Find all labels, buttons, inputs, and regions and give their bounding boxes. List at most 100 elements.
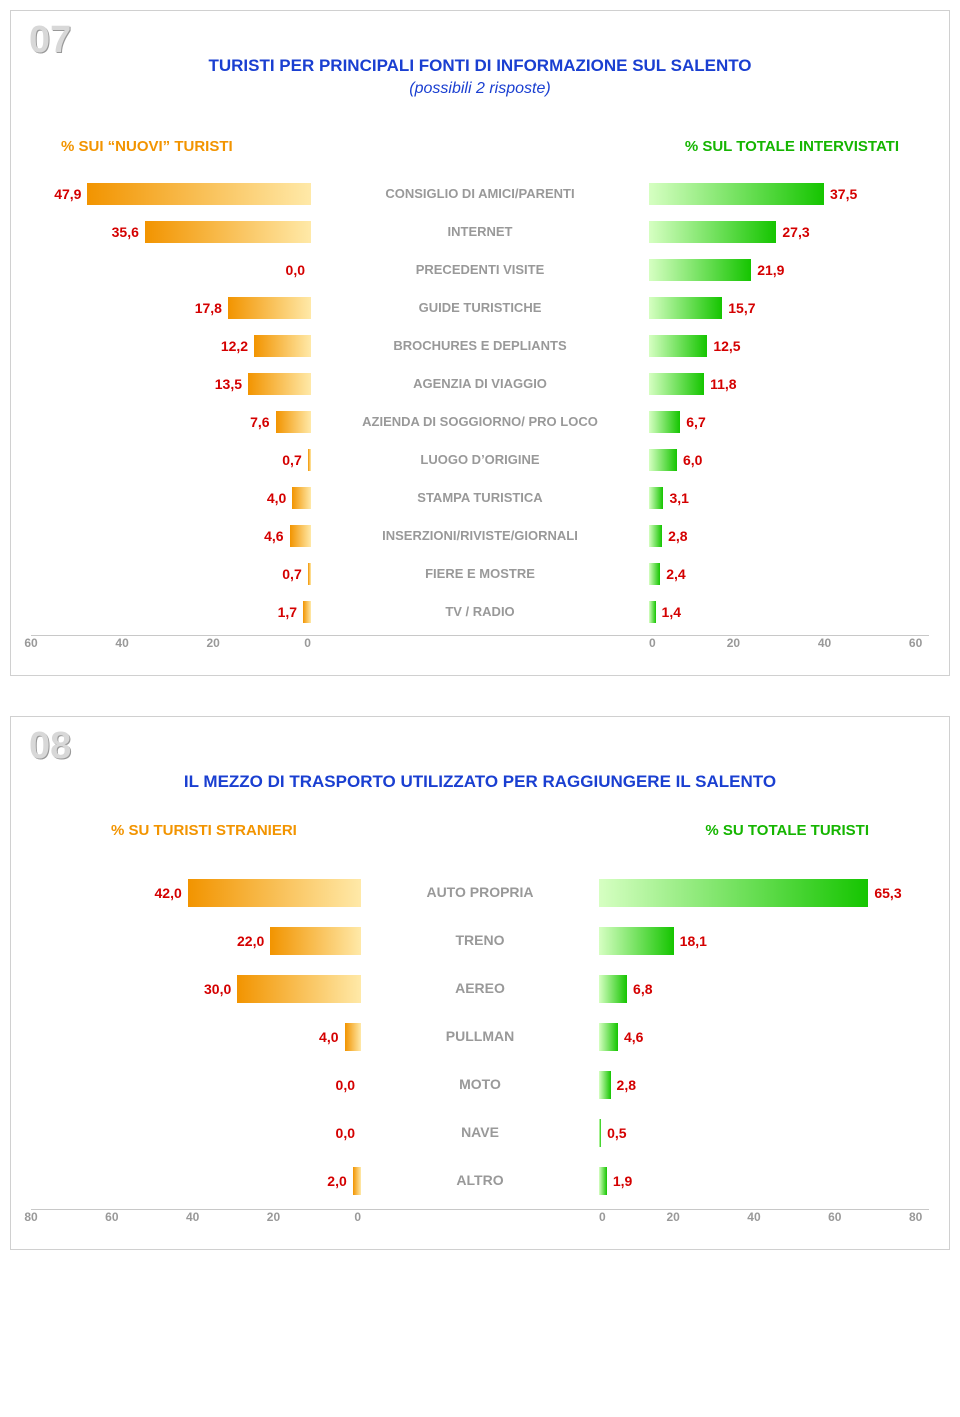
category-label: AZIENDA DI SOGGIORNO/ PRO LOCO xyxy=(311,415,649,429)
bar-cell-right: 15,7 xyxy=(649,297,929,319)
bar-cell-left: 12,2 xyxy=(31,335,311,357)
value-left: 4,0 xyxy=(313,1029,344,1045)
bar-cell-left: 0,0 xyxy=(31,1119,361,1147)
category-label: NAVE xyxy=(361,1125,599,1140)
chart-row: 35,6INTERNET 27,3 xyxy=(31,213,929,251)
category-label: FIERE E MOSTRE xyxy=(311,567,649,581)
value-left: 0,7 xyxy=(276,452,307,468)
slide-number: 08 xyxy=(29,725,71,768)
axis-left: 6040200 xyxy=(31,636,311,650)
bar-cell-right: 6,8 xyxy=(599,975,929,1003)
axis-left: 806040200 xyxy=(31,1210,361,1224)
value-left: 17,8 xyxy=(189,300,228,316)
category-label: MOTO xyxy=(361,1077,599,1092)
chart-row: 4,0 STAMPA TURISTICA 3,1 xyxy=(31,479,929,517)
bar-cell-right: 4,6 xyxy=(599,1023,929,1051)
chart-row: 4,6INSERZIONI/RIVISTE/GIORNALI2,8 xyxy=(31,517,929,555)
value-right: 27,3 xyxy=(776,224,815,240)
chart-row: 0,0MOTO2,8 xyxy=(31,1061,929,1109)
slide-number: 07 xyxy=(29,19,71,62)
value-right: 1,4 xyxy=(656,604,687,620)
value-right: 1,9 xyxy=(607,1173,638,1189)
bar-cell-right: 6,7 xyxy=(649,411,929,433)
chart-subtitle: (possibili 2 risposte) xyxy=(31,80,929,98)
axis-right: 0204060 xyxy=(649,636,929,650)
chart-row: 22,0TRENO18,1 xyxy=(31,917,929,965)
chart-row: 0,7FIERE E MOSTRE2,4 xyxy=(31,555,929,593)
value-left: 30,0 xyxy=(198,981,237,997)
chart-row: 47,9CONSIGLIO DI AMICI/PARENTI37,5 xyxy=(31,175,929,213)
bar-right xyxy=(649,449,677,471)
bar-right xyxy=(649,259,751,281)
bar-right xyxy=(599,879,868,907)
chart-row: 0,0PRECEDENTI VISITE21,9 xyxy=(31,251,929,289)
value-left: 0,0 xyxy=(330,1077,361,1093)
bar-cell-right: 65,3 xyxy=(599,879,929,907)
value-left: 22,0 xyxy=(231,933,270,949)
x-axis: 806040200 020406080 xyxy=(31,1209,929,1224)
bar-left xyxy=(254,335,311,357)
category-label: INTERNET xyxy=(311,225,649,239)
bar-right xyxy=(649,297,722,319)
value-right: 0,5 xyxy=(601,1125,632,1141)
chart-row: 0,7 LUOGO D’ORIGINE6,0 xyxy=(31,441,929,479)
axis-tick: 80 xyxy=(909,1210,922,1224)
category-label: AUTO PROPRIA xyxy=(361,885,599,900)
axis-tick: 40 xyxy=(186,1210,199,1224)
bar-left xyxy=(292,487,311,509)
bar-cell-left: 30,0 xyxy=(31,975,361,1003)
value-left: 4,6 xyxy=(258,528,289,544)
bar-left xyxy=(87,183,311,205)
bar-left xyxy=(145,221,311,243)
axis-tick: 20 xyxy=(727,636,740,650)
value-right: 6,8 xyxy=(627,981,658,997)
category-label: STAMPA TURISTICA xyxy=(311,491,649,505)
bar-cell-left: 0,0 xyxy=(31,259,311,281)
value-left: 7,6 xyxy=(244,414,275,430)
axis-right: 020406080 xyxy=(599,1210,929,1224)
bar-cell-right: 0,5 xyxy=(599,1119,929,1147)
value-left: 47,9 xyxy=(48,186,87,202)
legend-right: % SUL TOTALE INTERVISTATI xyxy=(685,138,899,155)
chart-row: 30,0 AEREO 6,8 xyxy=(31,965,929,1013)
x-axis: 6040200 0204060 xyxy=(31,635,929,650)
chart-rows: 42,0 AUTO PROPRIA 65,3 22,0TRENO18,1 30,0 AER… xyxy=(31,869,929,1205)
chart-rows: 47,9CONSIGLIO DI AMICI/PARENTI37,535,6IN… xyxy=(31,175,929,631)
bar-cell-left: 35,6 xyxy=(31,221,311,243)
bar-cell-right: 2,8 xyxy=(599,1071,929,1099)
value-left: 0,0 xyxy=(280,262,311,278)
bar-left xyxy=(308,449,311,471)
legend-left: % SUI “NUOVI” TURISTI xyxy=(61,138,233,155)
value-right: 11,8 xyxy=(704,376,742,392)
bar-cell-left: 22,0 xyxy=(31,927,361,955)
bar-left xyxy=(353,1167,361,1195)
axis-tick: 20 xyxy=(207,636,220,650)
axis-gap xyxy=(361,1210,599,1224)
axis-tick: 40 xyxy=(747,1210,760,1224)
axis-gap xyxy=(311,636,649,650)
bar-left xyxy=(237,975,361,1003)
bar-cell-right: 12,5 xyxy=(649,335,929,357)
category-label: GUIDE TURISTICHE xyxy=(311,301,649,315)
value-right: 65,3 xyxy=(868,885,907,901)
category-label: LUOGO D’ORIGINE xyxy=(311,453,649,467)
bar-cell-right: 11,8 xyxy=(649,373,929,395)
axis-tick: 60 xyxy=(828,1210,841,1224)
chart-row: 12,2BROCHURES E DEPLIANTS12,5 xyxy=(31,327,929,365)
value-right: 2,8 xyxy=(662,528,693,544)
chart-row: 17,8 GUIDE TURISTICHE15,7 xyxy=(31,289,929,327)
value-left: 12,2 xyxy=(215,338,254,354)
bar-left xyxy=(290,525,311,547)
bar-left xyxy=(228,297,311,319)
category-label: ALTRO xyxy=(361,1173,599,1188)
chart-row: 42,0 AUTO PROPRIA 65,3 xyxy=(31,869,929,917)
value-left: 42,0 xyxy=(149,885,188,901)
value-left: 4,0 xyxy=(261,490,292,506)
axis-tick: 80 xyxy=(24,1210,37,1224)
bar-cell-right: 6,0 xyxy=(649,449,929,471)
category-label: AEREO xyxy=(361,981,599,996)
bar-right xyxy=(599,1023,618,1051)
value-right: 3,1 xyxy=(663,490,694,506)
bar-right xyxy=(649,411,680,433)
chart-title: IL MEZZO DI TRASPORTO UTILIZZATO PER RAG… xyxy=(31,772,929,792)
